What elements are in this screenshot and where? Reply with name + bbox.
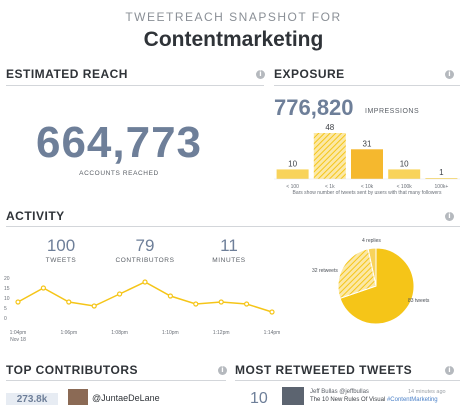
reach-value: 664,773 bbox=[35, 118, 203, 167]
tweet-timestamp: 14 minutes ago bbox=[408, 389, 446, 395]
activity-point bbox=[167, 293, 173, 299]
contributor-handle[interactable]: @JuntaeDeLane bbox=[92, 393, 160, 403]
exposure-bar-category: 100k+ bbox=[435, 184, 449, 190]
contributor-avatar[interactable] bbox=[68, 389, 88, 405]
retweet-count: 10 bbox=[250, 390, 268, 405]
activity-y-tick: 5 bbox=[4, 306, 7, 312]
activity-y-tick: 10 bbox=[4, 296, 10, 302]
exposure-bar-category: < 100 bbox=[286, 184, 299, 190]
activity-point bbox=[66, 299, 72, 305]
activity-point bbox=[193, 301, 199, 307]
exposure-bar-category: < 1k bbox=[325, 184, 335, 190]
exposure-bar-category: < 100k bbox=[397, 184, 413, 190]
tweet-hashtag[interactable]: #ContentMarketing bbox=[386, 397, 438, 403]
exposure-divider bbox=[274, 85, 460, 86]
activity-y-tick: 15 bbox=[4, 286, 10, 292]
tweets-count: 100 bbox=[46, 236, 76, 255]
exposure-bar bbox=[313, 133, 346, 179]
exposure-bar-value: 10 bbox=[400, 159, 409, 168]
activity-pie-chart: 83 tweets 32 retweets 4 replies bbox=[312, 238, 430, 325]
exposure-caption: Bars show number of tweets sent by users… bbox=[292, 190, 442, 196]
contributor-reach-badge: 273.8k bbox=[6, 393, 58, 405]
tweet-author[interactable]: Jeff Bullas @jeffbullas bbox=[310, 389, 369, 395]
estimated-reach-info-icon[interactable]: i bbox=[256, 70, 265, 79]
most-retweeted-divider bbox=[235, 380, 460, 381]
tweet-text: The 10 New Rules Of Visual #ContentMarke… bbox=[310, 397, 438, 403]
pie-label: 4 replies bbox=[362, 238, 381, 244]
impressions-label: IMPRESSIONS bbox=[365, 108, 420, 115]
estimated-reach-title: ESTIMATED REACH bbox=[6, 67, 128, 81]
reach-label: ACCOUNTS REACHED bbox=[79, 170, 159, 177]
activity-x-tick: 1:14pm bbox=[264, 330, 280, 336]
exposure-title: EXPOSURE bbox=[274, 67, 345, 81]
most-retweeted-title: MOST RETWEETED TWEETS bbox=[235, 363, 413, 377]
exposure-bar bbox=[351, 149, 383, 179]
activity-x-tick: 1:06pm bbox=[60, 330, 77, 336]
exposure-bar bbox=[276, 169, 309, 179]
page-title: Contentmarketing bbox=[143, 28, 324, 51]
exposure-bar-category: < 10k bbox=[361, 184, 374, 190]
top-contributors-info-icon[interactable]: i bbox=[218, 366, 227, 375]
top-contributors-divider bbox=[6, 380, 226, 381]
activity-y-tick: 0 bbox=[4, 316, 7, 322]
exposure-bar bbox=[425, 178, 458, 179]
exposure-bar-value: 10 bbox=[288, 159, 297, 168]
minutes-count: 11 bbox=[220, 236, 238, 255]
exposure-bar-value: 31 bbox=[363, 139, 372, 148]
contributors-count: 79 bbox=[135, 236, 155, 255]
exposure-info-icon[interactable]: i bbox=[445, 70, 454, 79]
pie-label: 83 tweets bbox=[408, 298, 430, 304]
most-retweeted-info-icon[interactable]: i bbox=[445, 366, 454, 375]
activity-x-tick: 1:12pm bbox=[213, 330, 230, 336]
contributors-label: CONTRIBUTORS bbox=[115, 257, 175, 264]
activity-y-tick: 20 bbox=[4, 276, 10, 282]
tweet-text-body: The 10 New Rules Of Visual bbox=[310, 397, 387, 403]
snapshot-label: TWEETREACH SNAPSHOT FOR bbox=[125, 10, 342, 24]
exposure-bar bbox=[388, 169, 421, 179]
activity-point bbox=[269, 309, 275, 315]
activity-x-tick: 1:04pm bbox=[10, 330, 27, 336]
pie-label: 32 retweets bbox=[312, 268, 338, 274]
activity-x-tick: 1:10pm bbox=[162, 330, 179, 336]
activity-point bbox=[142, 279, 148, 285]
activity-point bbox=[91, 303, 97, 309]
activity-point bbox=[218, 299, 224, 305]
exposure-bar-value: 48 bbox=[325, 123, 334, 132]
activity-point bbox=[116, 291, 123, 297]
activity-line bbox=[17, 281, 273, 313]
exposure-bar-chart: 10 < 100 48 < 1k 31 < 10k 10 < 100k 1 100k+ bbox=[274, 123, 460, 190]
estimated-reach-divider bbox=[6, 85, 264, 86]
activity-point bbox=[15, 299, 21, 305]
activity-title: ACTIVITY bbox=[6, 209, 65, 223]
tweet-author-avatar[interactable] bbox=[282, 387, 304, 405]
pie-slice bbox=[339, 247, 415, 325]
activity-info-icon[interactable]: i bbox=[445, 212, 454, 221]
top-contributors-title: TOP CONTRIBUTORS bbox=[6, 363, 139, 377]
activity-x-tick-date: Nov 18 bbox=[10, 337, 26, 343]
exposure-bar-value: 1 bbox=[439, 168, 444, 177]
pie-slice bbox=[337, 248, 377, 299]
impressions-value: 776,820 bbox=[274, 95, 354, 120]
activity-divider bbox=[6, 226, 460, 227]
activity-point bbox=[244, 301, 250, 307]
activity-x-tick: 1:08pm bbox=[111, 330, 128, 336]
activity-point bbox=[40, 285, 47, 291]
minutes-label: MINUTES bbox=[212, 257, 246, 264]
tweets-label: TWEETS bbox=[45, 257, 77, 264]
